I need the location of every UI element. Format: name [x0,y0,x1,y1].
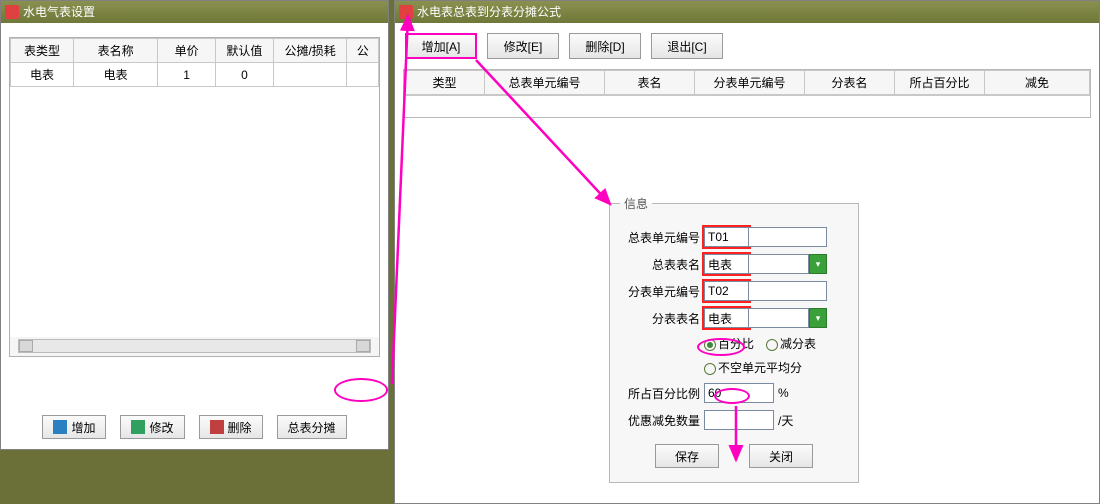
row-percent: 所占百分比例 % [620,383,848,403]
master-name-ext[interactable] [749,254,809,274]
formula-table-header: 类型 总表单元编号 表名 分表单元编号 分表名 所占百分比 减免 [405,71,1090,95]
row-radio-2: 不空单元平均分 [704,359,848,376]
discount-suffix: /天 [778,412,793,429]
discount-input[interactable] [704,410,774,430]
scroll-right-icon[interactable] [356,340,370,352]
sub-name-input[interactable] [704,308,749,328]
radio-avg[interactable]: 不空单元平均分 [704,359,802,376]
col: 减免 [985,71,1090,95]
app-icon [5,5,19,19]
percent-suffix: % [778,386,789,400]
toolbar-exit-button[interactable]: 退出[C] [651,33,723,59]
info-dialog: 信息 总表单元编号 总表表名 ▾ 分表单元编号 分表表名 ▾ 百分比 减分表 [609,195,859,483]
settings-button-row: 增加 修改 删除 总表分摊 [1,415,388,439]
label: 优惠减免数量 [620,412,700,429]
delete-icon [210,420,224,434]
formula-table: 类型 总表单元编号 表名 分表单元编号 分表名 所占百分比 减免 [404,70,1090,95]
chevron-down-icon[interactable]: ▾ [809,308,827,328]
settings-grid-panel: 表类型 表名称 单价 默认值 公摊/损耗 公 电表 电表 1 0 [9,37,380,357]
col: 分表单元编号 [695,71,805,95]
master-unit-input[interactable] [704,227,749,247]
row-radio-1: 百分比 减分表 [704,335,848,352]
close-button[interactable]: 关闭 [749,444,813,468]
h-scrollbar[interactable] [18,339,371,353]
add-button[interactable]: 增加 [42,415,106,439]
formula-grid: 类型 总表单元编号 表名 分表单元编号 分表名 所占百分比 减免 [403,69,1091,118]
settings-title: 水电气表设置 [23,1,95,23]
delete-button[interactable]: 删除 [199,415,263,439]
radio-icon [704,363,716,375]
formula-toolbar: 增加[A] 修改[E] 删除[D] 退出[C] [395,23,1099,69]
col-price: 单价 [158,39,216,63]
sub-name-ext[interactable] [749,308,809,328]
settings-titlebar: 水电气表设置 [1,1,388,23]
col: 表名 [605,71,695,95]
edit-button[interactable]: 修改 [120,415,184,439]
col-extra: 公 [347,39,379,63]
dialog-buttons: 保存 关闭 [620,444,848,468]
row-master-name: 总表表名 ▾ [620,254,848,274]
formula-window: 水电表总表到分表分摊公式 增加[A] 修改[E] 删除[D] 退出[C] 类型 … [394,0,1100,504]
col-default: 默认值 [216,39,274,63]
meter-table-header: 表类型 表名称 单价 默认值 公摊/损耗 公 [11,39,379,63]
label: 总表单元编号 [620,229,700,246]
master-unit-ext[interactable] [749,227,827,247]
col-type: 表类型 [11,39,74,63]
sub-unit-input[interactable] [704,281,749,301]
label: 所占百分比例 [620,385,700,402]
col-name: 表名称 [74,39,158,63]
col: 类型 [405,71,485,95]
allocate-button[interactable]: 总表分摊 [277,415,347,439]
meter-table: 表类型 表名称 单价 默认值 公摊/损耗 公 电表 电表 1 0 [10,38,379,87]
scroll-track[interactable] [33,340,356,352]
dialog-legend: 信息 [620,195,652,212]
label: 总表表名 [620,256,700,273]
plus-icon [53,420,67,434]
settings-window: 水电气表设置 表类型 表名称 单价 默认值 公摊/损耗 公 电表 电表 1 0 [0,0,389,450]
col: 所占百分比 [895,71,985,95]
master-name-input[interactable] [704,254,749,274]
meter-table-body [10,87,379,337]
col-share: 公摊/损耗 [273,39,347,63]
table-row[interactable]: 电表 电表 1 0 [11,63,379,87]
edit-icon [131,420,145,434]
scroll-left-icon[interactable] [19,340,33,352]
save-button[interactable]: 保存 [655,444,719,468]
row-master-unit: 总表单元编号 [620,227,848,247]
toolbar-add-button[interactable]: 增加[A] [405,33,477,59]
sub-unit-ext[interactable] [749,281,827,301]
chevron-down-icon[interactable]: ▾ [809,254,827,274]
radio-icon [704,339,716,351]
label: 分表单元编号 [620,283,700,300]
percent-input[interactable] [704,383,774,403]
formula-title: 水电表总表到分表分摊公式 [417,1,561,23]
radio-icon [766,339,778,351]
row-sub-name: 分表表名 ▾ [620,308,848,328]
col: 分表名 [805,71,895,95]
formula-titlebar: 水电表总表到分表分摊公式 [395,1,1099,23]
app-icon [399,5,413,19]
formula-table-body [404,95,1090,117]
toolbar-edit-button[interactable]: 修改[E] [487,33,559,59]
label: 分表表名 [620,310,700,327]
radio-subtract[interactable]: 减分表 [766,335,816,352]
row-discount: 优惠减免数量 /天 [620,410,848,430]
row-sub-unit: 分表单元编号 [620,281,848,301]
col: 总表单元编号 [485,71,605,95]
radio-percent[interactable]: 百分比 [704,335,754,352]
toolbar-delete-button[interactable]: 删除[D] [569,33,641,59]
